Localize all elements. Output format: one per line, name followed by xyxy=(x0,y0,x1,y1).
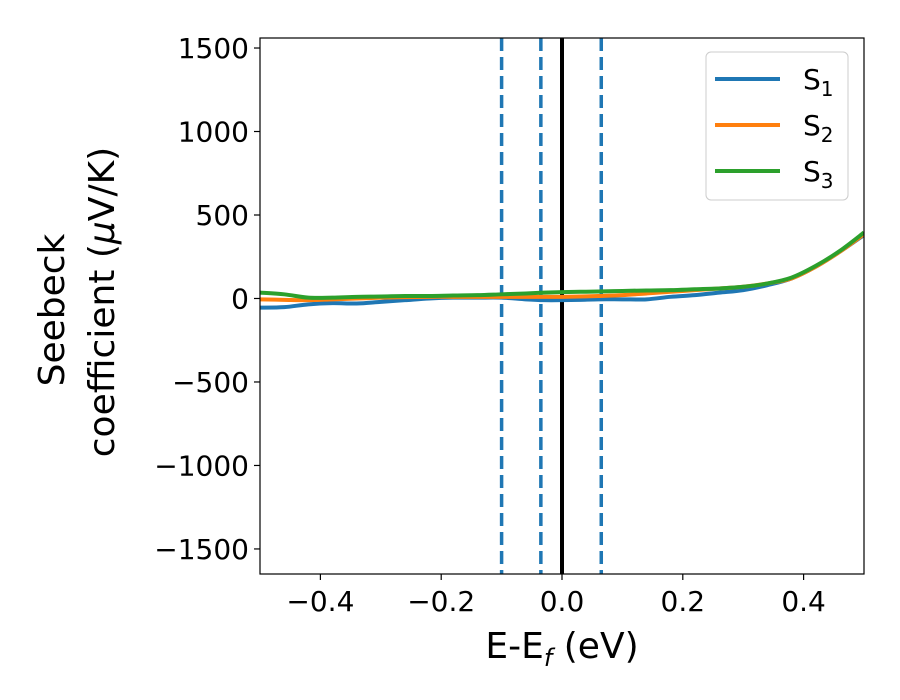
y-tick-label: 500 xyxy=(196,199,249,232)
x-tick-label: −0.2 xyxy=(407,585,475,618)
y-tick-label: −1000 xyxy=(154,449,249,482)
vertical-reference-lines xyxy=(499,38,604,574)
x-tick-label: 0.4 xyxy=(781,585,826,618)
series-line-s3 xyxy=(260,230,864,300)
x-tick-label: 0.0 xyxy=(540,585,585,618)
legend: S1 S2 S3 xyxy=(705,51,849,201)
series-line-s1 xyxy=(260,233,864,310)
legend-label-s2: S2 xyxy=(803,109,834,147)
y-axis-ticks: 1500 1000 500 0 −500 −1000 −1500 xyxy=(154,32,260,566)
y-tick-label: 0 xyxy=(231,282,249,315)
data-series xyxy=(260,230,864,310)
y-axis-label-line1: Seebeck xyxy=(32,233,73,386)
y-tick-label: −1500 xyxy=(154,533,249,566)
x-axis-ticks: −0.4 −0.2 0.0 0.2 0.4 xyxy=(286,574,826,618)
y-tick-label: 1500 xyxy=(178,32,249,65)
y-tick-label: −500 xyxy=(172,366,249,399)
legend-label-s3: S3 xyxy=(803,155,834,193)
y-tick-label: 1000 xyxy=(178,116,249,149)
x-tick-label: 0.2 xyxy=(661,585,706,618)
y-axis-label: Seebeck coefficient (μV/K) xyxy=(32,147,123,457)
x-tick-label: −0.4 xyxy=(286,585,354,618)
legend-label-s1: S1 xyxy=(803,63,834,101)
x-axis-label: E-Ef (eV) xyxy=(485,626,638,672)
y-axis-label-line2: coefficient (μV/K) xyxy=(82,147,123,457)
